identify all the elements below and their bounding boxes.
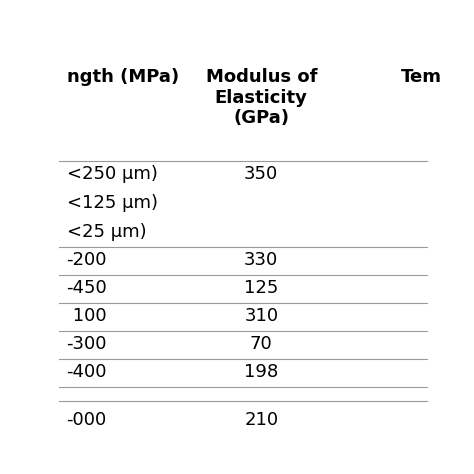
Text: -200: -200 — [66, 251, 107, 269]
Text: -300: -300 — [66, 335, 107, 353]
Text: 125: 125 — [244, 279, 279, 297]
Text: Tem: Tem — [401, 68, 442, 86]
Text: -400: -400 — [66, 363, 107, 381]
Text: ngth (MPa): ngth (MPa) — [66, 68, 179, 86]
Text: 330: 330 — [244, 251, 278, 269]
Text: -450: -450 — [66, 279, 107, 297]
Text: <125 μm): <125 μm) — [66, 194, 157, 212]
Text: 350: 350 — [244, 164, 278, 182]
Text: -000: -000 — [66, 411, 107, 429]
Text: 70: 70 — [250, 335, 273, 353]
Text: 310: 310 — [244, 307, 278, 325]
Text: <25 μm): <25 μm) — [66, 223, 146, 241]
Text: 210: 210 — [244, 411, 278, 429]
Text: 100: 100 — [66, 307, 106, 325]
Text: Modulus of
Elasticity
(GPa): Modulus of Elasticity (GPa) — [206, 68, 317, 128]
Text: 198: 198 — [244, 363, 278, 381]
Text: <250 μm): <250 μm) — [66, 164, 157, 182]
